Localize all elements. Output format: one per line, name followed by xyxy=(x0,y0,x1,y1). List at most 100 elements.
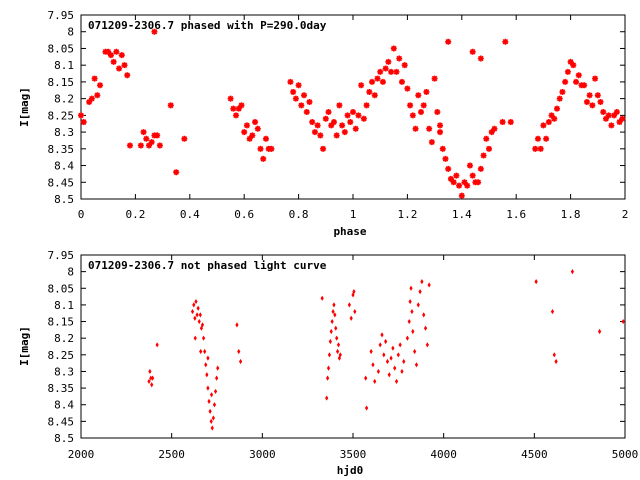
data-point xyxy=(192,302,196,308)
data-point xyxy=(382,65,389,72)
data-point xyxy=(543,135,550,142)
data-point xyxy=(483,135,490,142)
y-tick-label: 8.3 xyxy=(54,126,74,139)
data-point xyxy=(363,102,370,109)
data-point xyxy=(347,119,354,126)
data-point xyxy=(241,129,248,136)
y-tick-label: 8.3 xyxy=(54,365,74,378)
data-point xyxy=(554,358,558,365)
y-tick-label: 7.95 xyxy=(48,249,75,262)
data-point xyxy=(206,355,210,361)
data-point xyxy=(456,182,463,189)
data-point xyxy=(268,145,275,152)
data-point xyxy=(380,332,384,338)
data-point xyxy=(215,375,219,381)
data-point xyxy=(252,119,259,126)
y-tick-label: 8.4 xyxy=(54,399,74,412)
data-point xyxy=(352,289,356,295)
data-point xyxy=(327,352,332,358)
y-tick-label: 8.35 xyxy=(48,143,75,156)
data-point xyxy=(390,45,397,52)
data-point xyxy=(567,58,574,65)
data-point xyxy=(326,375,330,381)
data-point xyxy=(320,145,327,152)
data-point xyxy=(208,408,212,414)
data-point xyxy=(377,68,384,75)
x-tick-label: 2500 xyxy=(158,448,185,461)
data-point xyxy=(469,172,476,179)
data-point xyxy=(502,38,509,45)
data-point xyxy=(167,102,174,109)
x-axis-label: phase xyxy=(333,225,366,238)
data-point xyxy=(548,112,555,119)
data-point xyxy=(427,282,431,288)
data-point xyxy=(146,142,152,149)
data-point xyxy=(418,109,424,116)
data-point xyxy=(371,362,375,368)
data-point xyxy=(594,92,601,99)
data-point xyxy=(477,55,484,62)
data-point xyxy=(290,88,297,95)
data-point xyxy=(600,109,607,116)
data-point xyxy=(211,415,215,421)
data-point xyxy=(450,179,457,186)
data-point xyxy=(416,302,420,308)
data-point xyxy=(589,102,596,109)
plot-title: 071209-2306.7 not phased light curve xyxy=(88,259,327,272)
data-point xyxy=(393,68,400,75)
data-point xyxy=(420,279,424,285)
y-tick-label: 8.45 xyxy=(48,415,75,428)
data-point xyxy=(209,418,213,424)
unphased-light-curve-plot: 071209-2306.7 not phased light curve hjd… xyxy=(18,249,638,477)
data-point xyxy=(335,348,340,355)
data-point xyxy=(425,342,429,348)
x-tick-label: 1.4 xyxy=(452,208,472,221)
phased-light-curve-plot: 071209-2306.7 phased with P=290.0day pha… xyxy=(18,9,628,238)
data-point xyxy=(409,112,416,119)
data-point xyxy=(554,105,560,112)
data-point xyxy=(369,348,373,355)
plot-title: 071209-2306.7 phased with P=290.0day xyxy=(88,19,327,32)
data-point xyxy=(396,352,400,358)
data-point xyxy=(311,129,318,136)
data-point xyxy=(150,382,154,388)
data-point xyxy=(216,365,220,371)
plot-frame xyxy=(80,254,626,439)
data-point xyxy=(445,38,452,45)
y-axis-label: I[mag] xyxy=(18,326,31,366)
data-point xyxy=(422,312,426,318)
y-tick-label: 8.5 xyxy=(54,432,74,445)
data-point xyxy=(551,115,558,122)
data-point xyxy=(140,129,147,136)
data-point xyxy=(210,425,214,431)
data-point xyxy=(477,165,484,172)
data-point xyxy=(181,135,188,142)
data-point xyxy=(246,135,253,142)
data-point xyxy=(408,298,412,305)
y-tick-label: 8.45 xyxy=(48,176,75,189)
data-point xyxy=(393,365,397,371)
plot-frame xyxy=(80,14,626,200)
x-tick-label: 1 xyxy=(350,208,357,221)
data-point xyxy=(213,388,218,395)
data-point xyxy=(581,82,588,89)
data-point xyxy=(537,145,544,152)
data-point xyxy=(413,348,417,355)
data-point xyxy=(198,312,202,318)
data-point xyxy=(400,368,404,375)
data-point xyxy=(402,358,406,365)
data-point xyxy=(80,119,87,126)
data-point xyxy=(257,145,264,152)
data-point xyxy=(137,142,144,149)
data-point xyxy=(562,78,569,85)
data-point xyxy=(196,305,200,311)
x-tick-label: 0.6 xyxy=(234,208,254,221)
data-point xyxy=(486,145,492,152)
data-point xyxy=(592,75,599,82)
data-point xyxy=(325,395,329,401)
data-point xyxy=(445,165,452,172)
data-point xyxy=(200,322,205,328)
y-tick-label: 8.15 xyxy=(48,316,75,329)
data-point xyxy=(238,102,245,109)
data-point xyxy=(469,48,476,55)
